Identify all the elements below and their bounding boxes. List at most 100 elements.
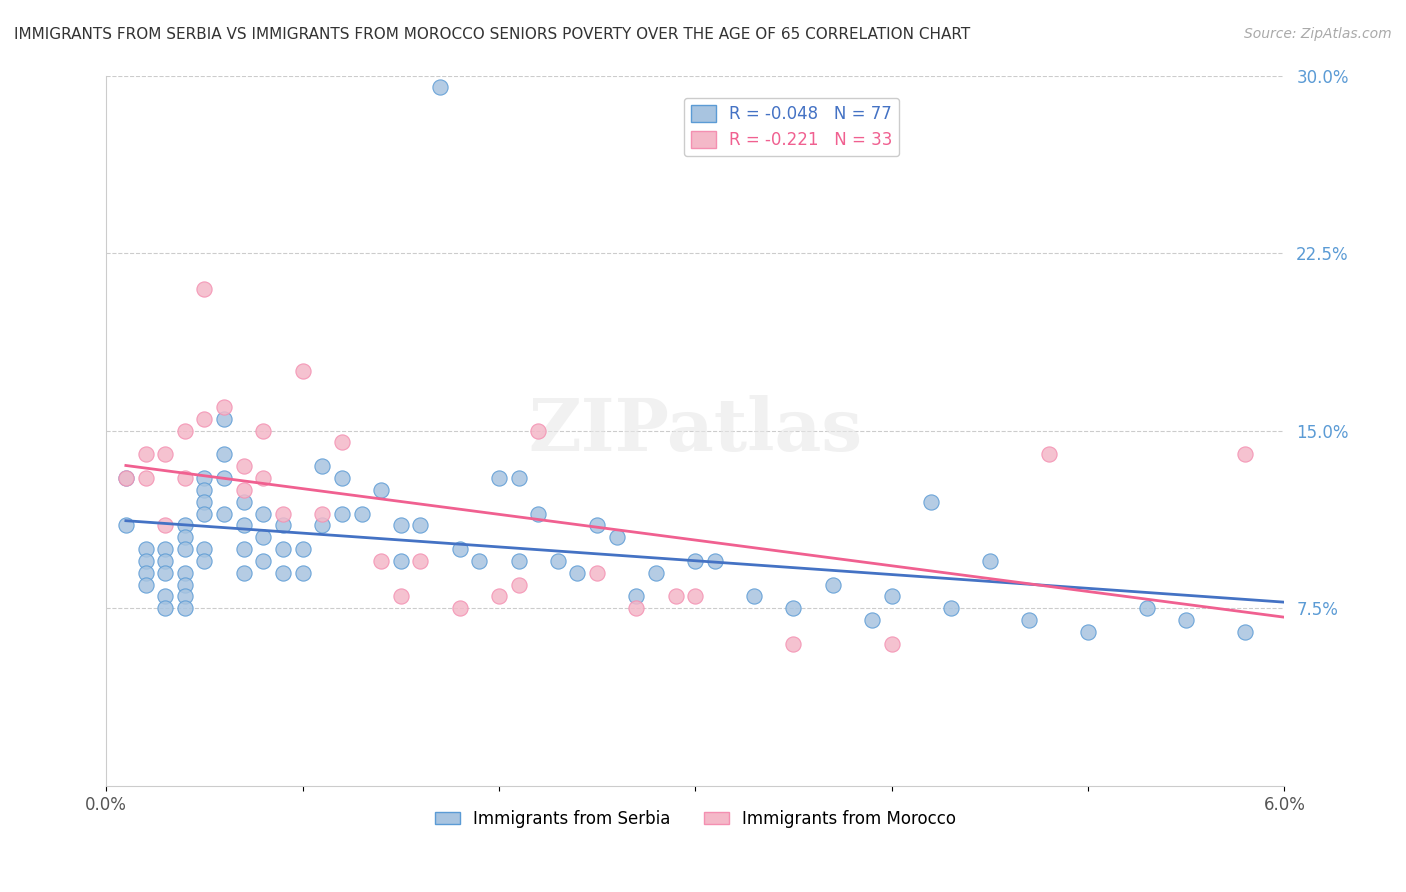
Point [193, 554, 215, 568]
Text: ZIPatlas: ZIPatlas [529, 395, 862, 467]
Point [212, 507, 235, 521]
Point [979, 554, 1001, 568]
Point [193, 507, 215, 521]
Text: Source: ZipAtlas.com: Source: ZipAtlas.com [1244, 27, 1392, 41]
Point [271, 518, 294, 533]
Point [252, 554, 274, 568]
Point [350, 507, 373, 521]
Point [389, 518, 412, 533]
Point [271, 507, 294, 521]
Point [232, 518, 254, 533]
Point [1018, 613, 1040, 627]
Point [212, 447, 235, 461]
Point [232, 494, 254, 508]
Point [311, 459, 333, 474]
Point [153, 590, 176, 604]
Point [586, 518, 609, 533]
Point [173, 530, 195, 544]
Point [567, 566, 589, 580]
Point [252, 530, 274, 544]
Point [527, 507, 550, 521]
Point [311, 518, 333, 533]
Point [920, 494, 942, 508]
Point [508, 577, 530, 591]
Point [232, 542, 254, 557]
Point [134, 471, 156, 485]
Point [153, 566, 176, 580]
Point [252, 424, 274, 438]
Point [173, 566, 195, 580]
Point [232, 483, 254, 497]
Point [821, 577, 844, 591]
Point [330, 507, 353, 521]
Point [1234, 624, 1257, 639]
Point [685, 554, 707, 568]
Point [212, 412, 235, 426]
Point [389, 590, 412, 604]
Point [782, 637, 804, 651]
Point [271, 542, 294, 557]
Point [291, 566, 314, 580]
Point [173, 542, 195, 557]
Point [1136, 601, 1159, 615]
Point [1038, 447, 1060, 461]
Point [271, 566, 294, 580]
Point [115, 518, 138, 533]
Point [212, 471, 235, 485]
Point [1077, 624, 1099, 639]
Point [468, 554, 491, 568]
Point [134, 447, 156, 461]
Point [153, 447, 176, 461]
Point [153, 554, 176, 568]
Point [193, 412, 215, 426]
Point [252, 507, 274, 521]
Point [508, 554, 530, 568]
Point [330, 435, 353, 450]
Point [193, 494, 215, 508]
Point [193, 483, 215, 497]
Point [409, 518, 432, 533]
Point [134, 566, 156, 580]
Point [370, 554, 392, 568]
Point [880, 637, 903, 651]
Point [173, 471, 195, 485]
Point [153, 601, 176, 615]
Point [115, 471, 138, 485]
Legend: Immigrants from Serbia, Immigrants from Morocco: Immigrants from Serbia, Immigrants from … [427, 803, 963, 834]
Point [173, 601, 195, 615]
Point [449, 601, 471, 615]
Point [330, 471, 353, 485]
Point [880, 590, 903, 604]
Point [193, 471, 215, 485]
Point [1234, 447, 1257, 461]
Point [232, 566, 254, 580]
Point [291, 542, 314, 557]
Point [173, 424, 195, 438]
Point [252, 471, 274, 485]
Point [173, 577, 195, 591]
Point [547, 554, 569, 568]
Point [488, 471, 510, 485]
Point [134, 577, 156, 591]
Point [311, 507, 333, 521]
Point [232, 459, 254, 474]
Point [665, 590, 688, 604]
Point [193, 542, 215, 557]
Point [212, 400, 235, 414]
Point [370, 483, 392, 497]
Point [134, 542, 156, 557]
Text: IMMIGRANTS FROM SERBIA VS IMMIGRANTS FROM MOROCCO SENIORS POVERTY OVER THE AGE O: IMMIGRANTS FROM SERBIA VS IMMIGRANTS FRO… [14, 27, 970, 42]
Point [173, 518, 195, 533]
Point [508, 471, 530, 485]
Point [291, 364, 314, 378]
Point [606, 530, 628, 544]
Point [134, 554, 156, 568]
Point [153, 542, 176, 557]
Point [409, 554, 432, 568]
Point [449, 542, 471, 557]
Point [782, 601, 804, 615]
Point [115, 471, 138, 485]
Point [703, 554, 725, 568]
Point [527, 424, 550, 438]
Point [626, 590, 648, 604]
